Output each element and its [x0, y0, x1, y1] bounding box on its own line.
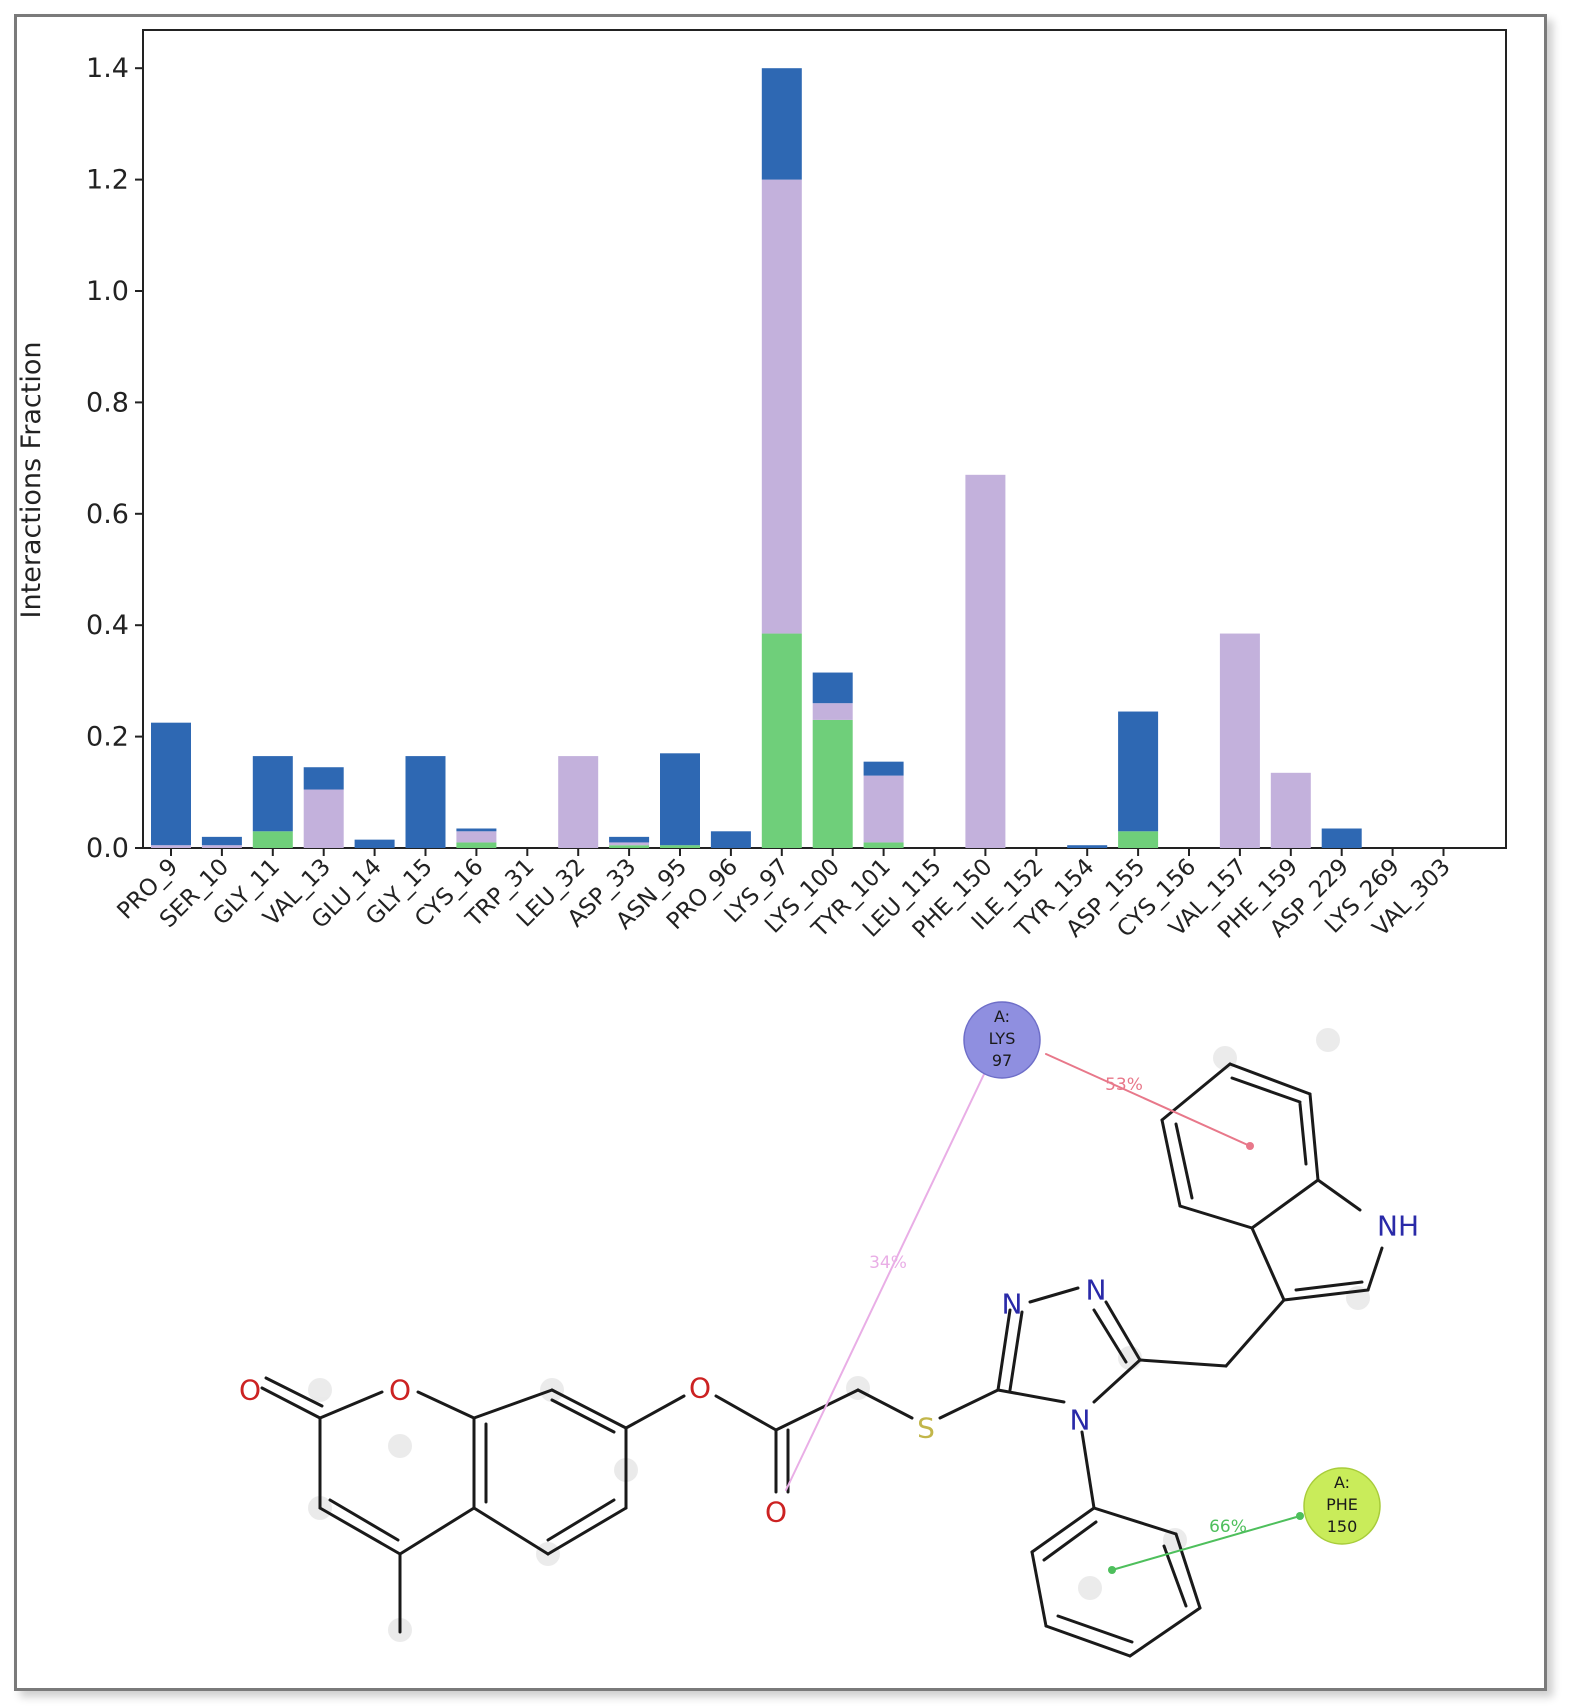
bar-lys-97-s1: [761, 179, 802, 634]
phenyl-ring: [1030, 1506, 1202, 1658]
bar-val-13-s1: [303, 789, 344, 848]
bar-cys-16-s0: [456, 842, 497, 848]
bar-phe-159-s1: [1270, 772, 1311, 848]
bar-asp-33-s0: [609, 845, 650, 848]
bar-val-13-s2: [303, 767, 344, 790]
bar-series: [151, 68, 1362, 848]
bar-asn-95-s2: [660, 753, 700, 846]
ester-carbonyl-o-label: O: [765, 1496, 787, 1529]
interaction-percent-labels: 53% 34% 66%: [869, 1075, 1247, 1537]
pct-53: 53%: [1105, 1075, 1143, 1095]
interaction-lines: [785, 1053, 1304, 1574]
lys97-chain: A:: [994, 1007, 1010, 1026]
lys97-number: 97: [992, 1051, 1012, 1070]
triazole-n4-label: N: [1070, 1404, 1091, 1437]
bar-lys-100-s2: [812, 672, 853, 704]
bar-gly-11-s2: [252, 756, 293, 832]
bar-tyr-154-s2: [1067, 845, 1108, 848]
indole-nh-label: NH: [1377, 1210, 1419, 1243]
bar-asn-95-s0: [660, 845, 700, 848]
sulfur-label: S: [917, 1412, 935, 1445]
pi-cation-line: [1045, 1053, 1251, 1147]
atom-halos: [308, 1028, 1370, 1642]
y-tick-label: 1.0: [86, 276, 129, 307]
ester-o-label: O: [689, 1372, 711, 1405]
y-tick-label: 1.4: [86, 53, 129, 84]
bar-asp-229-s2: [1321, 828, 1362, 848]
y-tick-label: 0.4: [86, 610, 129, 641]
bar-pro-96-s2: [710, 831, 751, 848]
indole-moiety: [1160, 1062, 1384, 1302]
bar-tyr-101-s1: [863, 775, 904, 843]
y-tick-label: 1.2: [86, 165, 129, 196]
y-axis: 0.0 0.2 0.4 0.6 0.8 1.0 1.2 1.4: [86, 53, 143, 864]
bar-leu-32-s1: [558, 756, 599, 848]
bar-asp-33-s1: [609, 842, 650, 846]
residue-lys97: A: LYS 97: [963, 1001, 1041, 1079]
bar-ser-10-s2: [201, 836, 242, 846]
x-axis: PRO_9SER_10GLY_11VAL_13GLU_14GLY_15CYS_1…: [112, 848, 1456, 944]
pct-66: 66%: [1209, 1517, 1247, 1537]
bar-cys-16-s2: [456, 828, 497, 832]
coumarin-moiety: [260, 1376, 686, 1634]
y-tick-label: 0.2: [86, 722, 129, 753]
bar-gly-11-s0: [252, 831, 293, 848]
carbonyl-o-label: O: [239, 1374, 261, 1407]
ring-o-label: O: [389, 1374, 411, 1407]
bar-ser-10-s1: [201, 845, 242, 848]
bar-lys-100-s1: [812, 703, 853, 720]
ligand-interaction-diagram: O O O O S N N N NH 53% 34% 66% A: LYS 97…: [239, 1001, 1419, 1658]
triazole-n1-label: N: [1002, 1288, 1023, 1321]
bar-phe-150-s1: [965, 474, 1006, 848]
bar-tyr-101-s2: [863, 761, 904, 776]
bar-lys-97-s2: [761, 68, 802, 180]
y-tick-label: 0.6: [86, 499, 129, 530]
bar-pro-9-s2: [151, 722, 191, 846]
bar-tyr-101-s0: [863, 842, 904, 848]
bar-asp-33-s2: [609, 836, 650, 843]
bar-asp-155-s2: [1118, 711, 1159, 832]
hbond-line: [785, 1069, 987, 1491]
bar-asp-155-s0: [1118, 831, 1159, 848]
y-tick-label: 0.8: [86, 387, 129, 418]
phe150-chain: A:: [1334, 1473, 1350, 1492]
bar-lys-100-s0: [812, 719, 853, 848]
pi-pi-line: [1111, 1515, 1301, 1571]
bar-cys-16-s1: [456, 831, 497, 843]
y-tick-label: 0.0: [86, 833, 129, 864]
bar-pro-9-s1: [151, 845, 191, 848]
triazole-n2-label: N: [1086, 1274, 1107, 1307]
lys97-name: LYS: [989, 1029, 1016, 1048]
bar-gly-15-s2: [405, 756, 446, 848]
linker: [714, 1388, 1000, 1494]
pct-34: 34%: [869, 1253, 907, 1273]
bar-val-157-s1: [1219, 633, 1260, 848]
y-axis-label: Interactions Fraction: [16, 342, 47, 619]
bar-lys-97-s0: [761, 633, 802, 848]
residue-phe150: A: PHE 150: [1303, 1467, 1381, 1545]
atom-labels: O O O O S N N N NH: [239, 1210, 1419, 1529]
triazole-ring: [996, 1286, 1286, 1510]
bar-chart: Interactions Fraction 0.0 0.2 0.4 0.6 0.8 1.0…: [16, 29, 1507, 944]
phe150-name: PHE: [1326, 1495, 1358, 1514]
bar-glu-14-s2: [354, 839, 395, 848]
phe150-number: 150: [1327, 1517, 1358, 1536]
